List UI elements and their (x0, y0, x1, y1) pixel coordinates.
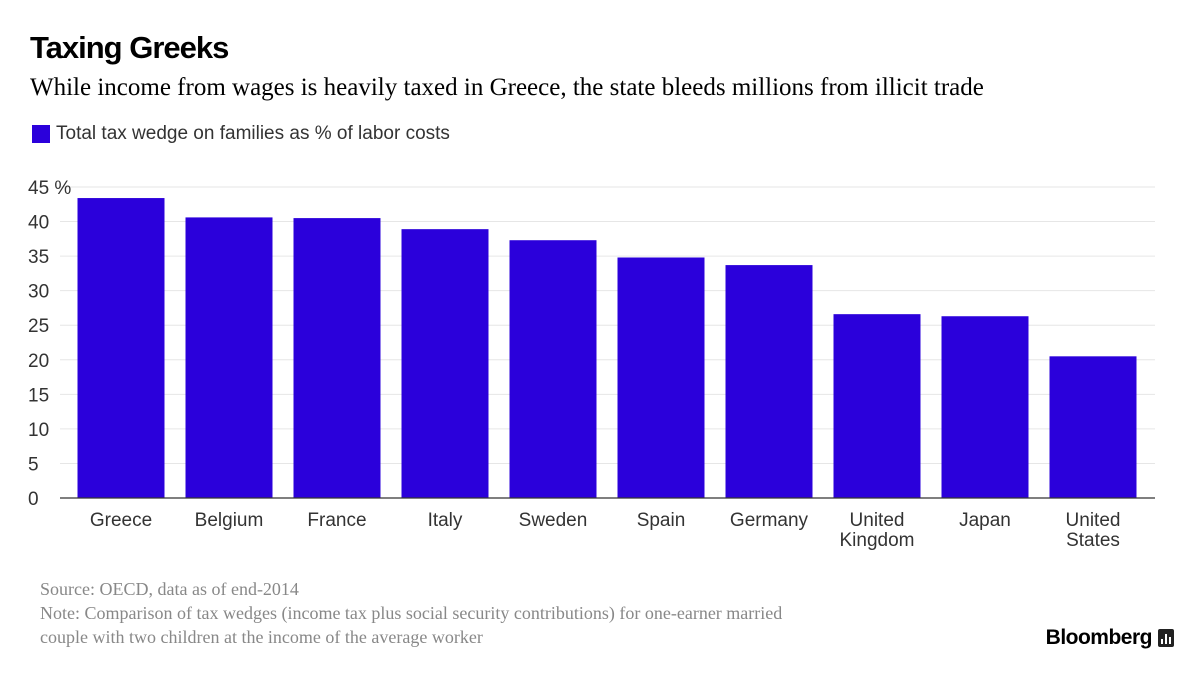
chart-subtitle: While income from wages is heavily taxed… (30, 74, 984, 101)
bar-france (293, 218, 381, 498)
bar-spain (617, 257, 705, 498)
x-tick-label: Spain (637, 510, 686, 531)
x-tick-label: Germany (730, 510, 809, 531)
bar-united-kingdom (833, 314, 921, 498)
y-tick-label: 0 (28, 489, 39, 510)
y-tick-label: 40 (28, 213, 49, 234)
bar-sweden (509, 240, 597, 498)
y-tick-label: 10 (28, 420, 49, 441)
y-tick-label: 15 (28, 385, 49, 406)
x-tick-label: France (307, 510, 366, 531)
y-tick-label: 35 (28, 247, 49, 268)
note-line-1: Note: Comparison of tax wedges (income t… (40, 603, 783, 623)
x-tick-label: United Kingdom (840, 510, 915, 551)
y-tick-label: 20 (28, 351, 49, 372)
bloomberg-chart-icon (1158, 629, 1174, 647)
y-tick-label: 30 (28, 282, 49, 303)
note-line-2: couple with two children at the income o… (40, 627, 483, 647)
footer: Source: OECD, data as of end-2014 Note: … (40, 577, 782, 649)
x-tick-label: Sweden (519, 510, 588, 531)
x-tick-label: Italy (428, 510, 463, 531)
bloomberg-logo: Bloomberg (1046, 626, 1174, 650)
legend: Total tax wedge on families as % of labo… (32, 123, 450, 145)
legend-label: Total tax wedge on families as % of labo… (56, 123, 450, 144)
bar-japan (941, 316, 1029, 498)
y-tick-label: 45 % (28, 178, 71, 199)
brand-name: Bloomberg (1045, 626, 1153, 649)
x-tick-label: Greece (90, 510, 152, 531)
bar-germany (725, 265, 813, 498)
x-tick-label: Japan (959, 510, 1011, 531)
bar-united-states (1049, 356, 1137, 498)
y-tick-label: 25 (28, 316, 49, 337)
legend-swatch (32, 125, 50, 143)
bar-belgium (185, 217, 273, 499)
chart-title: Taxing Greeks (30, 30, 229, 65)
bar-italy (401, 229, 489, 498)
x-tick-label: Belgium (195, 510, 264, 531)
bar-greece (77, 198, 165, 498)
source-note: Source: OECD, data as of end-2014 (40, 579, 299, 599)
x-tick-label: United States (1066, 510, 1121, 551)
y-tick-label: 5 (28, 454, 39, 475)
